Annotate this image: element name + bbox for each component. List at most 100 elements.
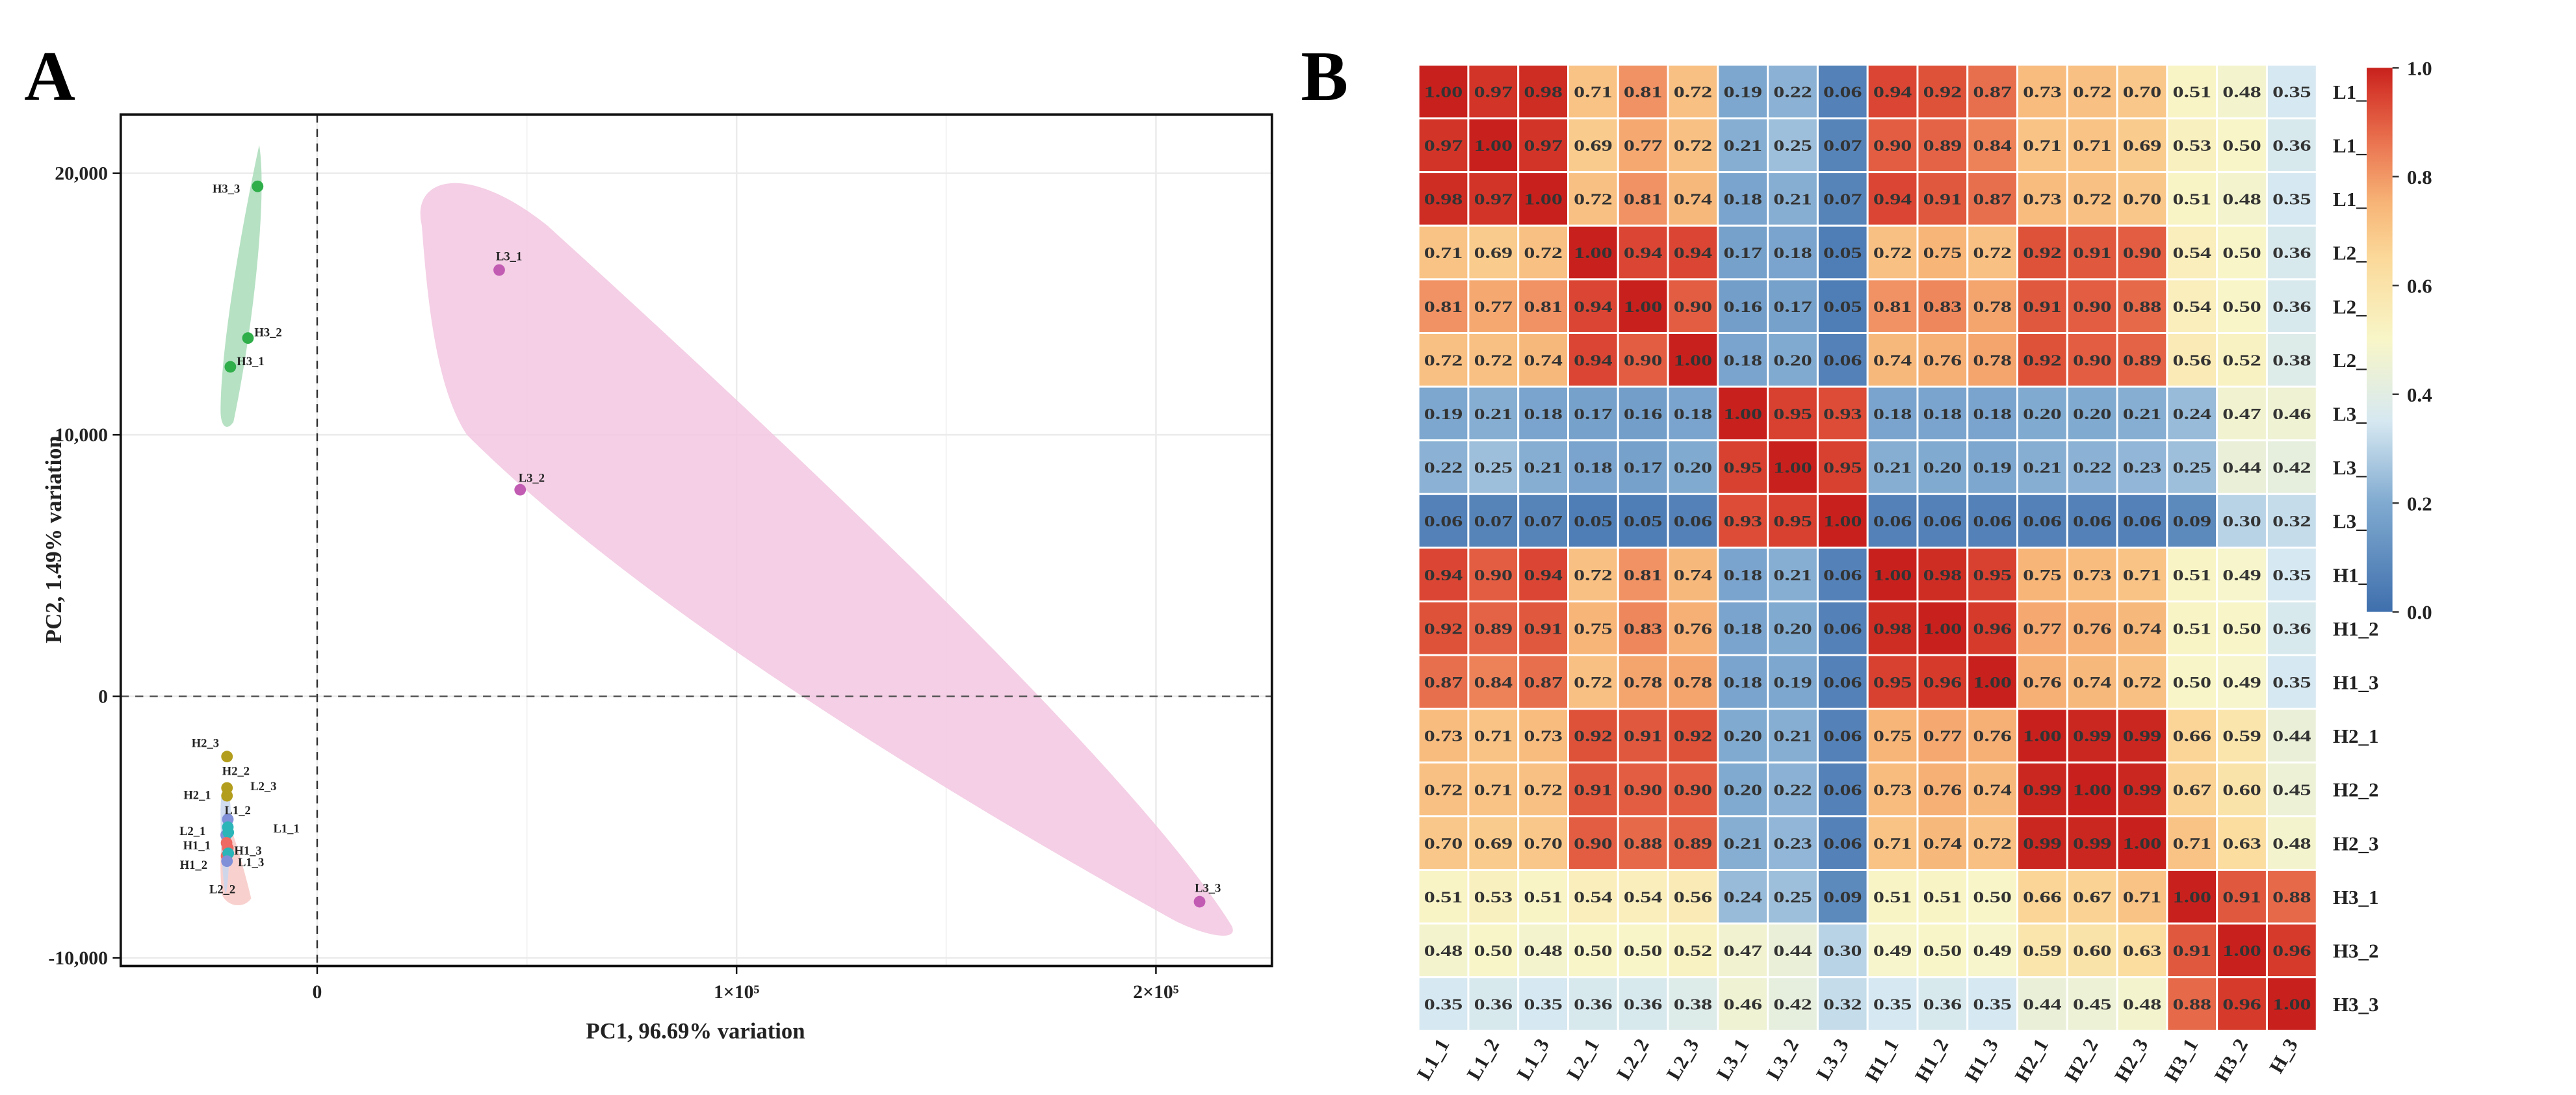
heatmap-cell-value: 0.06: [1923, 513, 1962, 530]
heatmap-cell-value: 0.91: [1624, 728, 1662, 745]
heatmap-cell-fill: [1617, 922, 1669, 979]
heatmap-cell-value: 0.78: [1973, 298, 2011, 316]
heatmap-cell-value: 0.18: [1674, 406, 1712, 423]
heatmap-cell-fill: [1467, 922, 1520, 979]
heatmap-cell-fill: [1916, 547, 1969, 602]
heatmap-cell: 0.22: [1417, 439, 1470, 495]
heatmap-cell-fill: [1717, 708, 1769, 764]
heatmap-cell-value: 0.74: [1674, 567, 1712, 584]
heatmap-cell-value: 0.21: [1773, 191, 1812, 209]
x-tick-label: 2×10⁵: [1133, 982, 1179, 1003]
heatmap-cell-fill: [1617, 761, 1669, 818]
heatmap-cell-fill: [1417, 278, 1470, 334]
heatmap-cell-fill: [1717, 493, 1769, 549]
heatmap-cell: 0.23: [1767, 815, 1819, 871]
heatmap-cell-fill: [1717, 761, 1769, 818]
heatmap-cell-value: 0.88: [2272, 888, 2311, 906]
heatmap-cell-value: 0.18: [1923, 406, 1962, 423]
heatmap-cell-value: 0.07: [1823, 191, 1862, 209]
col-label: H2_3: [2110, 1035, 2153, 1086]
heatmap-cell-fill: [1966, 815, 2019, 871]
heatmap-cell-fill: [1916, 708, 1969, 764]
heatmap-cell-fill: [1767, 654, 1819, 710]
y-axis-title: PC2, 1.49% variation: [42, 435, 66, 643]
heatmap-cell: 1.00: [1866, 547, 1919, 602]
heatmap-cell-value: 1.00: [1923, 620, 1962, 638]
heatmap-cell: 0.74: [1517, 331, 1569, 388]
heatmap-cell: 0.70: [2116, 171, 2168, 227]
heatmap-cell-fill: [2066, 600, 2118, 656]
heatmap-cell: 0.91: [2216, 869, 2268, 925]
heatmap-cell-value: 0.48: [2272, 835, 2311, 853]
heatmap-cell-value: 0.94: [1424, 567, 1463, 584]
heatmap-cell-fill: [2265, 385, 2318, 442]
heatmap-cell-value: 0.44: [2272, 728, 2311, 745]
heatmap-cell: 0.76: [2016, 654, 2068, 710]
col-label: L3_2: [1762, 1035, 1803, 1084]
heatmap-cell: 0.21: [1467, 385, 1520, 442]
heatmap-cell-value: 0.70: [2123, 191, 2161, 209]
heatmap-cell-fill: [2216, 547, 2268, 602]
heatmap-cell-fill: [2016, 171, 2068, 227]
heatmap-cell-value: 0.47: [2222, 406, 2261, 423]
heatmap-cell: 0.51: [2166, 547, 2218, 602]
heatmap-cell: 0.66: [2166, 708, 2218, 764]
heatmap-cell: 0.53: [2166, 117, 2218, 174]
heatmap-cell: 0.21: [1517, 439, 1569, 495]
heatmap-cell-value: 0.06: [2023, 513, 2061, 530]
heatmap-cell-fill: [1667, 761, 1719, 818]
heatmap-cell: 0.23: [2116, 439, 2168, 495]
heatmap-cell: 0.18: [1517, 385, 1569, 442]
heatmap-cell-value: 0.21: [1773, 728, 1812, 745]
heatmap-cell-value: 0.95: [1973, 567, 2011, 584]
heatmap-cell-value: 0.36: [1923, 996, 1962, 1014]
heatmap-cell: 0.93: [1717, 493, 1769, 549]
heatmap-cell: 0.18: [1717, 331, 1769, 388]
heatmap-cell-fill: [1717, 815, 1769, 871]
heatmap-cell: 1.00: [1567, 224, 1619, 281]
heatmap-cell: 0.95: [1717, 439, 1769, 495]
heatmap-cell-value: 0.30: [2222, 513, 2261, 530]
heatmap-cell-value: 0.88: [1624, 835, 1662, 853]
heatmap-cell-fill: [1966, 385, 2019, 442]
heatmap-cell-value: 0.98: [1424, 191, 1463, 209]
heatmap-cell: 0.18: [1866, 385, 1919, 442]
heatmap-cell-fill: [2166, 439, 2218, 495]
heatmap-cell-value: 0.84: [1474, 674, 1513, 691]
heatmap-cell: 0.18: [1717, 171, 1769, 227]
heatmap-cell: 0.18: [1916, 385, 1969, 442]
heatmap-cell: 0.97: [1467, 171, 1520, 227]
heatmap-cell: 0.30: [2216, 493, 2268, 549]
heatmap-cell-fill: [1767, 278, 1819, 334]
heatmap-cell-fill: [2166, 976, 2218, 1032]
heatmap-cell: 0.77: [1467, 278, 1520, 334]
heatmap-cell-value: 0.71: [2123, 888, 2161, 906]
heatmap-cell-value: 0.32: [1823, 996, 1862, 1014]
heatmap-cell-fill: [1617, 331, 1669, 388]
heatmap-cell-value: 0.90: [1674, 298, 1712, 316]
heatmap-cell-value: 0.83: [1923, 298, 1962, 316]
heatmap-cell-fill: [2066, 117, 2118, 174]
heatmap-cell: 0.77: [2016, 600, 2068, 656]
heatmap-cell-fill: [2016, 331, 2068, 388]
heatmap-cell-fill: [2166, 278, 2218, 334]
heatmap-cell-fill: [2066, 976, 2118, 1032]
heatmap-cell-fill: [2116, 976, 2168, 1032]
heatmap-cell: 0.42: [2265, 439, 2318, 495]
col-label: H_3: [2265, 1035, 2302, 1077]
heatmap-cell-value: 0.95: [1773, 406, 1812, 423]
heatmap-cell-fill: [2216, 708, 2268, 764]
heatmap-cell-value: 0.89: [1474, 620, 1513, 638]
heatmap-cell: 0.46: [1717, 976, 1769, 1032]
heatmap-cell: 0.18: [1966, 385, 2019, 442]
point-label: H3_3: [213, 183, 240, 196]
heatmap-cell-fill: [1667, 224, 1719, 281]
heatmap-cell-value: 0.73: [2023, 83, 2061, 101]
point-label: L1_2: [225, 804, 251, 818]
heatmap-cell-value: 0.19: [1773, 674, 1812, 691]
heatmap-cell: 0.88: [2265, 869, 2318, 925]
heatmap-cell: 0.96: [2216, 976, 2268, 1032]
heatmap-cell-value: 0.73: [2023, 191, 2061, 209]
heatmap-cell-value: 0.71: [1574, 83, 1612, 101]
heatmap-cell-value: 0.95: [1873, 674, 1912, 691]
